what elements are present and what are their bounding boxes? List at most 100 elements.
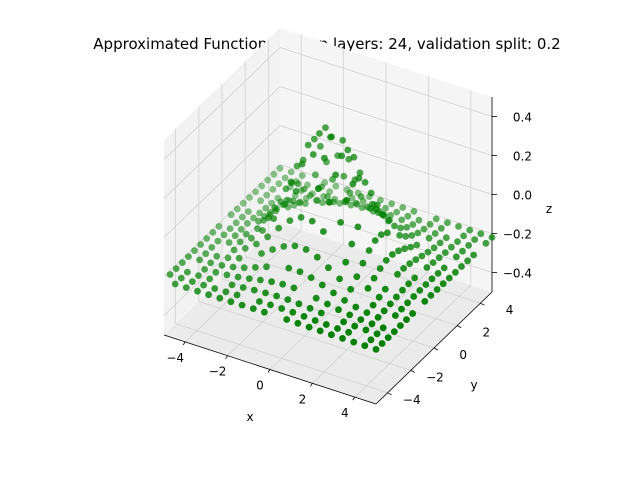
data-point xyxy=(309,151,317,158)
grid-line xyxy=(163,86,281,199)
data-point xyxy=(424,248,432,256)
data-point xyxy=(344,146,352,154)
grid-lines xyxy=(163,34,493,398)
data-point xyxy=(317,142,324,150)
x-tick-mark xyxy=(267,369,271,373)
data-point xyxy=(307,274,315,281)
data-point xyxy=(227,298,235,306)
data-point xyxy=(400,265,407,272)
y-tick-mark xyxy=(387,392,392,396)
data-point xyxy=(292,188,300,195)
data-point xyxy=(294,319,302,327)
data-point xyxy=(403,316,410,323)
data-point xyxy=(310,135,318,143)
data-point xyxy=(460,232,467,240)
data-point xyxy=(436,239,444,247)
data-point xyxy=(367,336,375,344)
data-point xyxy=(364,284,372,292)
data-point xyxy=(409,221,417,228)
data-point xyxy=(260,217,267,224)
data-point xyxy=(341,297,348,304)
data-point xyxy=(425,234,433,242)
data-point xyxy=(295,300,303,308)
data-point xyxy=(454,238,461,246)
data-point xyxy=(455,223,462,230)
y-tick-label: 2 xyxy=(483,326,491,340)
data-point xyxy=(347,285,355,293)
data-point xyxy=(405,280,412,288)
data-point xyxy=(263,263,270,271)
data-point xyxy=(434,269,442,277)
data-point xyxy=(209,229,217,236)
data-point xyxy=(220,231,228,239)
data-point xyxy=(399,286,406,294)
data-point xyxy=(422,281,430,288)
data-point xyxy=(374,314,382,321)
data-point xyxy=(298,172,306,180)
data-point xyxy=(240,199,247,207)
data-point xyxy=(375,293,383,301)
data-point xyxy=(453,253,460,261)
data-point xyxy=(385,217,392,225)
x-tick-label: −2 xyxy=(209,365,227,379)
data-point xyxy=(401,245,408,253)
data-point xyxy=(482,239,490,247)
data-point xyxy=(437,224,445,232)
data-point xyxy=(372,205,380,213)
data-point xyxy=(384,229,391,237)
data-point xyxy=(211,285,219,292)
data-point xyxy=(361,179,369,186)
data-point xyxy=(233,291,241,299)
data-point xyxy=(271,204,279,212)
data-point xyxy=(287,178,295,186)
data-point xyxy=(361,342,369,350)
data-point xyxy=(234,273,242,281)
data-point xyxy=(216,294,224,302)
data-point xyxy=(241,245,249,252)
data-point xyxy=(213,252,221,260)
data-point xyxy=(289,308,297,316)
data-point xyxy=(270,170,278,178)
data-point xyxy=(321,154,328,162)
data-point xyxy=(230,246,238,254)
data-point xyxy=(285,264,293,272)
data-points xyxy=(166,124,496,353)
data-point xyxy=(345,155,353,163)
data-point xyxy=(346,189,354,197)
y-tick-label: 0 xyxy=(459,348,467,362)
data-point xyxy=(471,236,479,244)
data-point xyxy=(324,193,331,200)
grid-line xyxy=(163,125,281,238)
data-point xyxy=(381,285,389,293)
x-tick-label: 4 xyxy=(341,406,349,420)
data-point xyxy=(248,234,255,242)
y-tick-mark xyxy=(480,302,485,306)
x-tick-label: 0 xyxy=(256,379,264,393)
data-point xyxy=(355,174,363,182)
data-point xyxy=(207,259,215,267)
data-point xyxy=(227,211,235,219)
data-point xyxy=(249,305,257,312)
data-point xyxy=(393,208,400,216)
data-point xyxy=(420,225,428,233)
data-point xyxy=(340,172,348,180)
data-point xyxy=(396,232,403,239)
data-point xyxy=(324,300,331,308)
data-point xyxy=(306,192,314,199)
data-point xyxy=(345,328,352,336)
data-point xyxy=(184,268,191,276)
data-point xyxy=(182,284,190,291)
data-point xyxy=(283,316,291,323)
data-point xyxy=(250,286,258,294)
data-point xyxy=(202,250,210,258)
data-point xyxy=(413,241,421,249)
data-point xyxy=(284,296,292,303)
data-point xyxy=(322,321,330,328)
data-point xyxy=(197,241,205,248)
data-point xyxy=(371,237,379,244)
data-point xyxy=(444,219,451,227)
data-point xyxy=(378,340,386,347)
data-point xyxy=(252,264,259,271)
data-point xyxy=(276,165,284,172)
data-point xyxy=(439,280,447,288)
